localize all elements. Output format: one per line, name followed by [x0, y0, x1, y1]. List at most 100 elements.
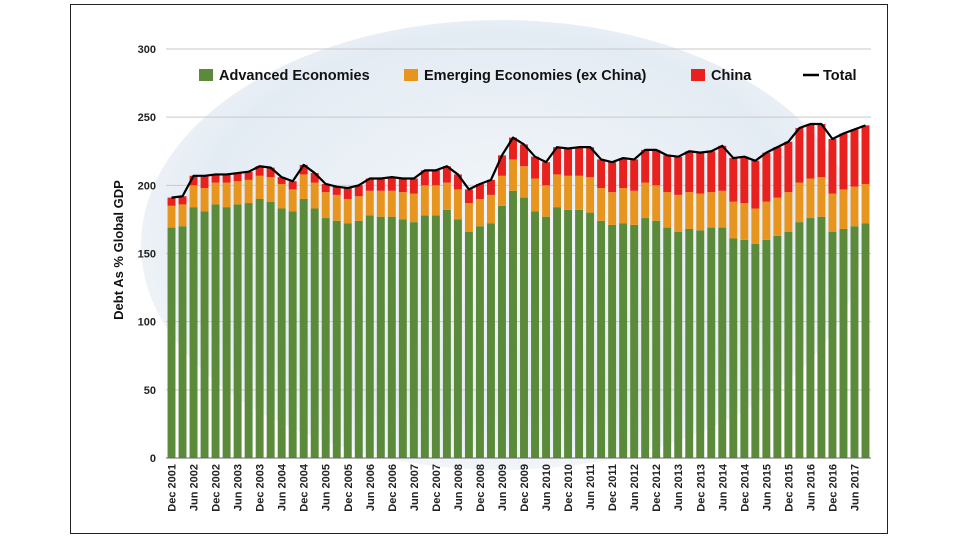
bar-segment	[586, 177, 595, 213]
x-tick-label: Dec 2015	[783, 464, 795, 512]
bar-segment	[233, 181, 242, 205]
bar-segment	[387, 216, 396, 458]
bar-segment	[376, 216, 385, 458]
x-tick-label: Dec 2005	[343, 464, 355, 512]
bar-segment	[420, 215, 429, 458]
x-tick-label: Dec 2016	[827, 464, 839, 512]
x-tick-label: Dec 2013	[695, 464, 707, 512]
bar-segment	[586, 147, 595, 178]
y-tick-label: 50	[144, 385, 156, 397]
bar-segment	[321, 183, 330, 193]
y-tick-label: 300	[138, 44, 156, 56]
bar-segment	[619, 188, 628, 224]
bar-segment	[773, 147, 782, 198]
x-tick-label: Jun 2004	[277, 463, 289, 511]
bar-segment	[641, 149, 650, 183]
bar-segment	[398, 219, 407, 458]
bar-segment	[575, 175, 584, 210]
bar-segment	[740, 156, 749, 204]
bar-segment	[806, 218, 815, 458]
bar-segment	[167, 205, 176, 228]
bar-segment	[244, 171, 253, 180]
x-tick-label: Dec 2001	[167, 464, 179, 512]
bar-segment	[553, 207, 562, 458]
bar-segment	[575, 209, 584, 458]
bar-segment	[608, 224, 617, 458]
legend-item: Advanced Economies	[199, 68, 370, 84]
bar-segment	[685, 228, 694, 458]
x-tick-label: Dec 2002	[211, 464, 223, 512]
bar-segment	[211, 182, 220, 205]
bar-segment	[707, 151, 716, 193]
bar-segment	[487, 223, 495, 458]
bar-segment	[718, 145, 727, 191]
bar-segment	[674, 194, 683, 232]
bar-segment	[442, 166, 451, 183]
bar-segment	[674, 156, 683, 195]
bar-segment	[200, 175, 209, 189]
bar-segment	[619, 158, 628, 189]
bar-segment	[806, 178, 815, 219]
bar-segment	[211, 174, 220, 183]
bar-segment	[442, 209, 451, 458]
bar-segment	[310, 208, 319, 458]
bar-segment	[784, 192, 793, 232]
bar-segment	[409, 222, 418, 458]
bar-segment	[850, 129, 859, 187]
bar-segment	[354, 220, 363, 458]
bar-segment	[839, 228, 848, 458]
bar-segment	[564, 175, 573, 210]
bar-segment	[321, 192, 330, 219]
bar-segment	[608, 192, 617, 225]
bar-segment	[376, 178, 385, 191]
legend-label: Emerging Economies (ex China)	[424, 68, 647, 84]
bar-segment	[167, 197, 176, 206]
bar-segment	[663, 155, 672, 193]
bar-segment	[564, 209, 573, 458]
bar-segment	[751, 243, 760, 458]
bar-segment	[663, 227, 672, 458]
bars-layer	[167, 123, 870, 459]
bar-segment	[762, 239, 771, 458]
bar-segment	[806, 123, 815, 179]
bar-segment	[696, 152, 705, 194]
bar-segment	[453, 189, 462, 220]
bar-segment	[464, 203, 473, 232]
bar-segment	[211, 204, 220, 458]
bar-segment	[784, 141, 793, 193]
bar-segment	[431, 215, 440, 458]
x-tick-label: Jun 2011	[585, 464, 597, 510]
bar-segment	[200, 211, 209, 458]
bar-segment	[586, 212, 595, 458]
legend-swatch	[199, 69, 213, 81]
bar-segment	[178, 226, 187, 458]
x-tick-label: Jun 2010	[541, 464, 553, 511]
bar-segment	[740, 239, 749, 458]
bar-segment	[299, 174, 308, 199]
bar-segment	[729, 201, 738, 239]
bar-segment	[817, 216, 826, 458]
bar-segment	[795, 182, 804, 223]
bar-segment	[520, 166, 528, 198]
bar-segment	[729, 158, 738, 202]
bar-segment	[498, 205, 506, 458]
bar-segment	[354, 196, 363, 221]
x-tick-label: Dec 2006	[387, 464, 399, 512]
bar-segment	[200, 188, 209, 212]
bar-segment	[277, 177, 286, 184]
bar-segment	[255, 166, 264, 176]
bar-segment	[861, 125, 870, 184]
x-tick-label: Dec 2003	[255, 464, 267, 512]
bar-segment	[332, 186, 341, 195]
bar-segment	[630, 190, 639, 225]
x-tick-label: Jun 2017	[849, 464, 861, 511]
bar-segment	[420, 170, 429, 186]
y-tick-label: 250	[138, 112, 156, 124]
bar-segment	[509, 190, 517, 459]
y-tick-label: 150	[138, 249, 156, 261]
bar-segment	[498, 175, 506, 206]
legend-item: Emerging Economies (ex China)	[404, 68, 647, 84]
bar-segment	[244, 179, 253, 204]
bar-segment	[707, 192, 716, 228]
bar-segment	[233, 204, 242, 458]
